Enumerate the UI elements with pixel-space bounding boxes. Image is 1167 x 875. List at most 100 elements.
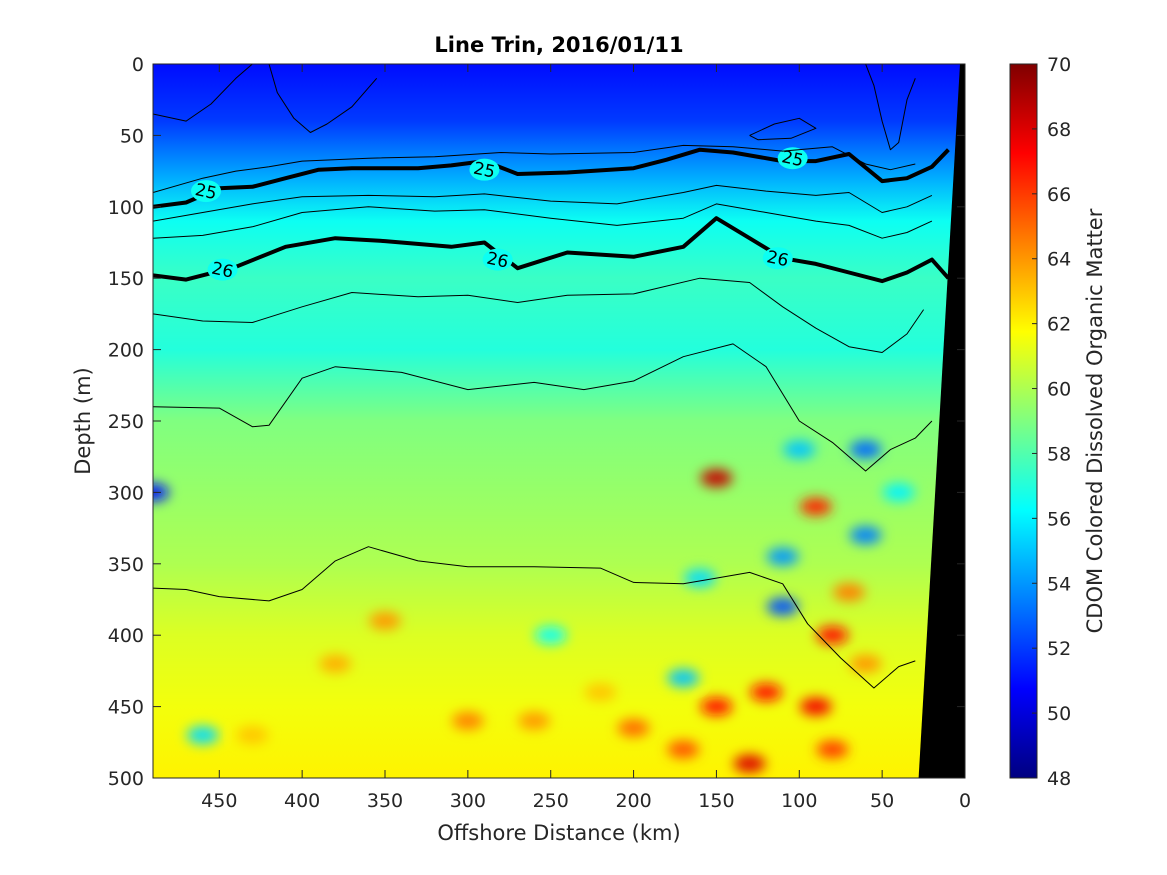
isopycnal-thin-9 xyxy=(153,64,253,122)
colorbar-tick-label: 68 xyxy=(1047,119,1071,141)
x-tick-label: 50 xyxy=(870,790,894,812)
colorbar-tick-label: 54 xyxy=(1047,573,1071,595)
cdom-patch-4 xyxy=(700,697,733,716)
isopycnal-25 xyxy=(153,147,950,209)
colorbar-tick-label: 58 xyxy=(1047,443,1071,465)
x-axis: 450 400 350 300 250 200 150 100 50 0 xyxy=(201,64,971,812)
cdom-patch-16 xyxy=(667,669,700,688)
cdom-patch-3 xyxy=(799,497,832,516)
cdom-patch-24 xyxy=(783,440,816,459)
cdom-patch-12 xyxy=(518,711,551,730)
contour-label-25-1: 25 xyxy=(472,159,497,183)
y-tick-label: 450 xyxy=(108,697,144,719)
contour-label-bg xyxy=(777,147,808,170)
contour-label-bg xyxy=(762,247,793,270)
cdom-patch-10 xyxy=(833,583,865,602)
y-tick-label: 100 xyxy=(108,197,144,219)
cdom-patch-19 xyxy=(369,611,401,630)
cdom-patch-22 xyxy=(319,654,352,673)
colorbar-ticks: 48 50 52 54 56 58 60 62 64 66 68 70 xyxy=(1032,54,1071,790)
contour-label-bg xyxy=(191,180,222,203)
y-tick-label: 500 xyxy=(108,768,144,790)
x-tick-label: 100 xyxy=(781,790,817,812)
y-axis: 0 50 100 150 200 250 300 350 400 450 500 xyxy=(108,54,965,790)
cdom-patch-25 xyxy=(882,483,915,502)
colorbar-tick-label: 60 xyxy=(1047,379,1071,401)
x-tick-label: 150 xyxy=(698,790,734,812)
contour-label-bg xyxy=(482,248,513,271)
isopycnal-thin-2 xyxy=(153,277,925,353)
x-tick-label: 300 xyxy=(450,790,486,812)
x-tick-label: 250 xyxy=(533,790,569,812)
contour-label-26-2: 26 xyxy=(765,247,790,271)
cdom-patches xyxy=(153,440,915,773)
cdom-patch-15 xyxy=(849,526,882,545)
cdom-patch-20 xyxy=(451,711,484,730)
cdom-patch-23 xyxy=(236,726,269,745)
isopycnal-thin-11 xyxy=(865,64,916,151)
x-axis-label: Offshore Distance (km) xyxy=(437,821,680,845)
isopycnal-thin-4 xyxy=(153,546,916,689)
y-tick-label: 0 xyxy=(132,54,144,76)
y-tick-label: 150 xyxy=(108,268,144,290)
y-tick-label: 400 xyxy=(108,625,144,647)
y-tick-label: 50 xyxy=(120,125,144,147)
x-tick-label: 0 xyxy=(959,790,971,812)
cdom-patch-6 xyxy=(750,683,783,702)
x-tick-label: 400 xyxy=(284,790,320,812)
isopycnal-thin-8 xyxy=(749,117,817,141)
cdom-patch-1 xyxy=(733,754,766,773)
colorbar-tick-label: 52 xyxy=(1047,638,1071,660)
y-tick-label: 350 xyxy=(108,554,144,576)
chart-title: Line Trin, 2016/01/11 xyxy=(434,33,683,57)
cdom-patch-5 xyxy=(799,697,832,716)
cdom-field xyxy=(153,64,965,778)
cdom-patch-13 xyxy=(667,740,700,759)
cdom-patch-2 xyxy=(816,626,849,645)
colorbar-tick-label: 48 xyxy=(1047,768,1071,790)
y-axis-label: Depth (m) xyxy=(71,367,95,474)
colorbar-tick-label: 50 xyxy=(1047,703,1071,725)
cdom-patch-28 xyxy=(534,626,567,645)
colorbar-tick-label: 62 xyxy=(1047,314,1071,336)
isopycnal-thin-10 xyxy=(268,64,378,133)
colorbar: 48 50 52 54 56 58 60 62 64 66 68 70 xyxy=(1009,54,1071,790)
y-tick-label: 250 xyxy=(108,411,144,433)
isopycnal-thin-6 xyxy=(153,184,933,222)
contour-label-26-1: 26 xyxy=(485,249,510,273)
contour-label-26-0: 26 xyxy=(210,259,235,283)
contour-label-bg xyxy=(469,158,500,181)
x-tick-label: 450 xyxy=(201,790,237,812)
cdom-patch-8 xyxy=(766,597,799,616)
contour-label-25-0: 25 xyxy=(193,180,218,204)
cdom-patch-26 xyxy=(683,569,716,588)
colorbar-frame xyxy=(1009,63,1038,779)
y-tick-label: 300 xyxy=(108,482,144,504)
cdom-patch-7 xyxy=(849,440,882,459)
isopycnal-thin-3 xyxy=(153,343,933,472)
x-tick-label: 200 xyxy=(615,790,651,812)
isopycnal-thin-5 xyxy=(153,144,916,193)
colorbar-tick-label: 66 xyxy=(1047,184,1071,206)
colorbar-tick-label: 56 xyxy=(1047,508,1071,530)
cdom-patch-21 xyxy=(584,683,617,702)
cdom-patch-18 xyxy=(849,654,882,673)
bathymetry-shelf xyxy=(918,64,965,778)
cdom-patch-14 xyxy=(766,547,799,566)
colorbar-tick-label: 64 xyxy=(1047,249,1071,271)
cdom-patch-11 xyxy=(617,719,650,738)
colorbar-fill xyxy=(1010,64,1037,778)
cdom-patch-0 xyxy=(700,469,733,488)
colorbar-tick-label: 70 xyxy=(1047,54,1071,76)
isopycnal-thin-7 xyxy=(153,203,933,239)
colorbar-label: CDOM Colored Dissolved Organic Matter xyxy=(1083,208,1107,633)
contour-label-bg xyxy=(207,258,238,281)
cdom-patch-17 xyxy=(816,740,849,759)
x-tick-label: 350 xyxy=(367,790,403,812)
cdom-patch-27 xyxy=(186,726,219,745)
y-tick-label: 200 xyxy=(108,340,144,362)
isopycnal-26 xyxy=(153,216,950,284)
